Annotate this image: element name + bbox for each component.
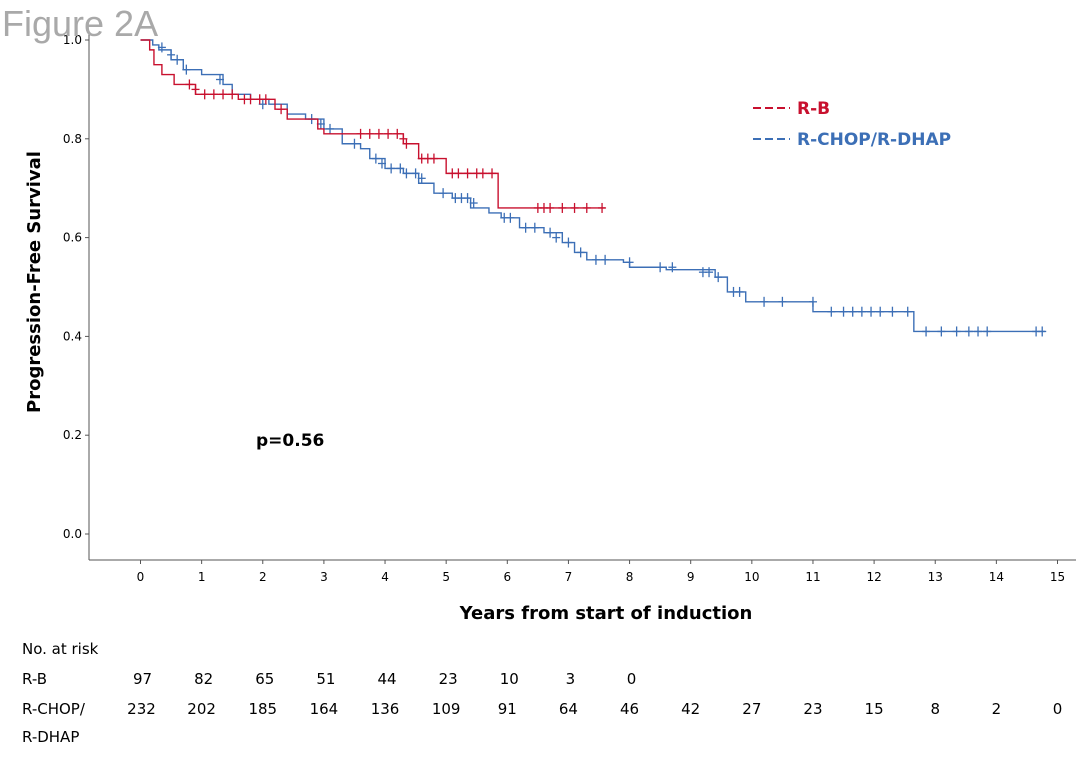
figure-label: Figure 2A (2, 3, 159, 44)
risk-value: 202 (187, 700, 216, 718)
y-tick-label: 0.6 (63, 231, 82, 245)
x-tick-label: 14 (989, 570, 1004, 584)
series-layer (140, 39, 1047, 337)
x-tick-label: 13 (928, 570, 943, 584)
legend-item: R-B (753, 99, 830, 119)
x-tick-label: 3 (320, 570, 328, 584)
risk-value: 51 (316, 670, 336, 688)
x-tick-label: 11 (805, 570, 820, 584)
risk-value: 232 (127, 700, 156, 718)
km-plot: 0.00.20.40.60.81.0 0 1 2 3 4 5 6 7 8 9 10 11 12 13 14 1… (24, 33, 1076, 624)
x-tick-label: 7 (565, 570, 573, 584)
series-rb (140, 39, 607, 213)
risk-value: 23 (803, 700, 823, 718)
y-axis-title: Progression-Free Survival (24, 151, 45, 413)
risk-value: 23 (438, 670, 458, 688)
risk-value: 64 (558, 700, 578, 718)
x-tick-label: 5 (442, 570, 450, 584)
x-tick-label: 2 (259, 570, 267, 584)
x-tick-labels: 0 1 2 3 4 5 6 7 8 9 10 11 12 13 14 15 (137, 560, 1065, 584)
risk-value: 8 (930, 700, 940, 718)
risk-value: 97 (132, 670, 153, 688)
risk-table: No. at risk R-B R-CHOP/ R-DHAP 97 82 65 51 4… (0, 640, 1080, 757)
risk-value: 3 (565, 670, 576, 688)
risk-value: 15 (864, 700, 884, 718)
x-tick-label: 4 (381, 570, 389, 584)
y-tick-label: 0.2 (63, 428, 82, 442)
survival-curve (140, 39, 606, 209)
risk-value: 109 (431, 700, 461, 718)
risk-value: 0 (1052, 700, 1063, 718)
risk-value: 46 (620, 700, 640, 718)
risk-value: 82 (194, 670, 214, 688)
y-tick-label: 1.0 (63, 33, 82, 47)
risk-value: 27 (742, 700, 762, 718)
risk-table-title: No. at risk (22, 640, 99, 658)
x-axis-title: Years from start of induction (459, 603, 753, 624)
risk-value: 42 (681, 700, 701, 718)
risk-value: 65 (255, 670, 275, 688)
x-tick-label: 12 (866, 570, 881, 584)
y-tick-label: 0.4 (63, 329, 82, 343)
y-tick-labels: 0.0 0.2 0.4 0.6 0.8 1.0 (63, 33, 89, 541)
series-rchop (140, 39, 1047, 337)
x-tick-label: 6 (503, 570, 511, 584)
x-tick-label: 0 (137, 570, 145, 584)
x-tick-label: 1 (198, 570, 206, 584)
x-tick-label: 8 (626, 570, 634, 584)
axes (88, 33, 1076, 561)
x-tick-label: 9 (687, 570, 695, 584)
y-tick-label: 0.0 (63, 527, 82, 541)
risk-row-label-rb: R-B (22, 670, 47, 688)
x-tick-label: 15 (1050, 570, 1065, 584)
risk-value: 136 (370, 700, 400, 718)
risk-value: 91 (497, 700, 517, 718)
risk-value: 185 (248, 700, 278, 718)
risk-value: 2 (991, 700, 1002, 718)
p-value-annotation: p=0.56 (256, 431, 324, 451)
risk-value: 164 (309, 700, 339, 718)
risk-value: 44 (377, 670, 397, 688)
x-tick-label: 10 (744, 570, 759, 584)
risk-row-label-rchop: R-CHOP/ (22, 700, 85, 718)
legend: R-B R-CHOP/R-DHAP (753, 99, 951, 150)
risk-value: 10 (499, 670, 519, 688)
risk-row-label-rchop-line2: R-DHAP (22, 728, 80, 746)
survival-curve (140, 39, 1046, 333)
risk-value: 0 (626, 670, 637, 688)
legend-label: R-B (797, 99, 830, 119)
y-tick-label: 0.8 (63, 132, 82, 146)
legend-item: R-CHOP/R-DHAP (753, 130, 951, 150)
legend-label: R-CHOP/R-DHAP (797, 130, 951, 150)
